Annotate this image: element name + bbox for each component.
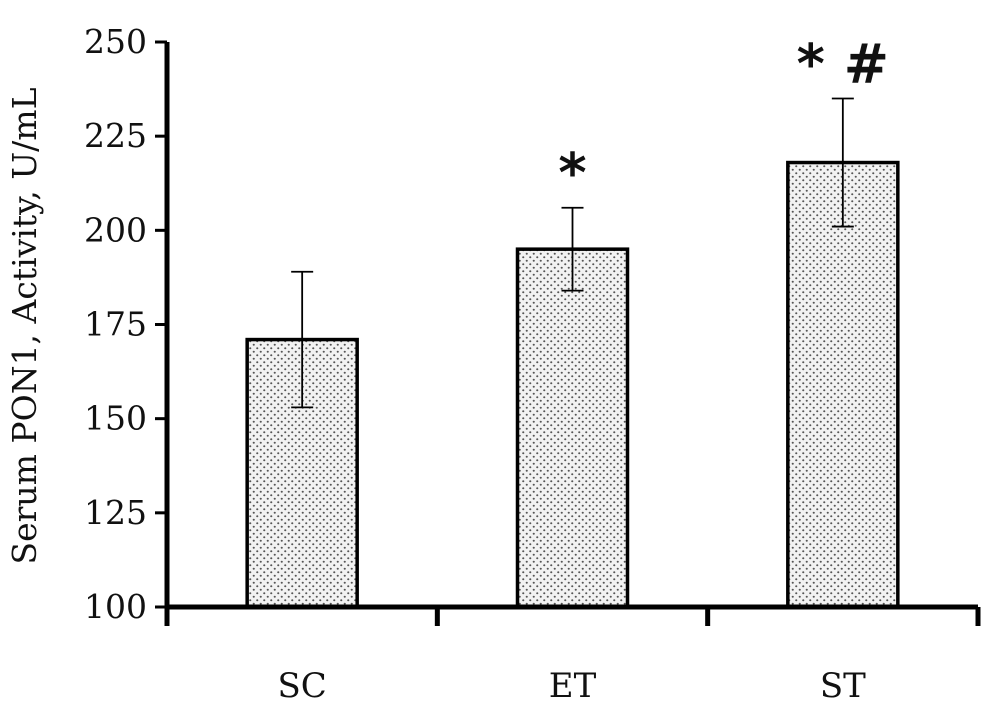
y-tick-label: 225 xyxy=(84,116,147,155)
y-axis-title-group: Serum PON1, Activity, U/mL xyxy=(5,87,44,564)
bar-et xyxy=(515,247,630,609)
bar-st xyxy=(786,160,900,609)
x-tick-label-et: ET xyxy=(549,666,597,706)
annotation-et: * xyxy=(558,142,586,205)
y-axis-title: Serum PON1, Activity, U/mL xyxy=(5,87,44,564)
y-tick-label: 175 xyxy=(84,305,147,344)
x-labels-layer: SC ET ST xyxy=(278,666,867,706)
y-tick-label: 150 xyxy=(84,399,147,438)
x-tick-label-st: ST xyxy=(820,666,866,706)
y-tick-label: 100 xyxy=(84,587,147,626)
y-tick-label: 125 xyxy=(84,493,147,532)
x-tick-label-sc: SC xyxy=(278,666,327,706)
y-tick-label: 200 xyxy=(84,210,147,249)
y-ticks-layer: 100 125 150 175 200 225 250 xyxy=(84,22,167,626)
y-tick-label: 250 xyxy=(84,22,147,61)
error-bars-layer xyxy=(291,97,854,409)
annotation-st: * # xyxy=(797,33,889,96)
annotations-layer: * * # xyxy=(558,33,889,205)
